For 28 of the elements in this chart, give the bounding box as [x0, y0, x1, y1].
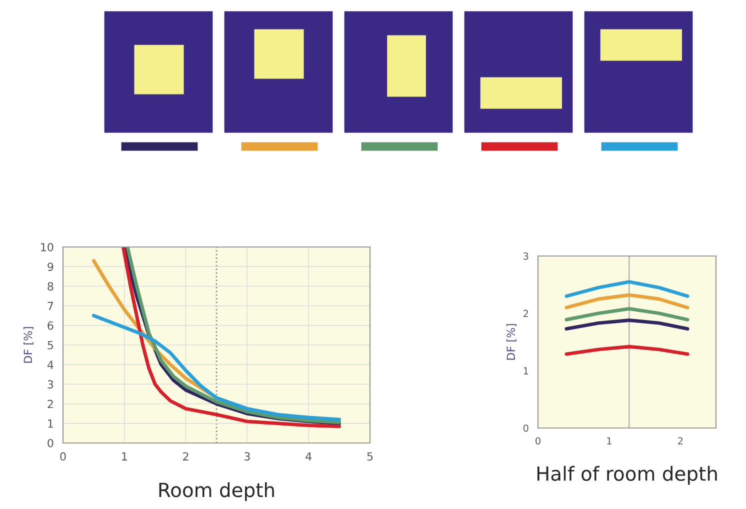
y-tick-label: 10 [41, 242, 54, 252]
x-tick-label: 0 [536, 437, 540, 445]
x-tick-label: 1 [122, 452, 127, 460]
y-tick-label: 4 [47, 360, 54, 369]
y-axis-title: DF [%] [24, 327, 34, 363]
x-tick-label: 2 [678, 437, 683, 444]
line-series [92, 314, 342, 422]
y-tick-label: 9 [48, 262, 54, 271]
y-tick-label: 7 [48, 302, 54, 310]
x-tick-label: 1 [607, 437, 612, 444]
y-tick-label: 0 [523, 424, 528, 432]
x-tick-label: 4 [306, 452, 312, 460]
x-tick-label: 5 [367, 452, 373, 461]
y-axis-title: DF [%] [506, 324, 516, 360]
y-tick-label: 3 [524, 252, 528, 260]
y-tick-label: 1 [524, 367, 528, 374]
y-tick-label: 6 [48, 321, 54, 330]
y-tick-label: 8 [48, 282, 54, 291]
y-tick-label: 2 [524, 310, 528, 318]
y-tick-label: 5 [48, 341, 53, 350]
x-tick-label: 0 [60, 452, 66, 461]
x-tick-label: 3 [244, 452, 250, 461]
x-axis-title: Half of room depth [537, 466, 717, 485]
y-tick-label: 2 [48, 400, 53, 408]
x-tick-label: 2 [183, 452, 188, 460]
x-axis-title: Room depth [159, 482, 274, 502]
y-tick-label: 1 [48, 420, 53, 428]
y-tick-label: 3 [48, 380, 54, 389]
